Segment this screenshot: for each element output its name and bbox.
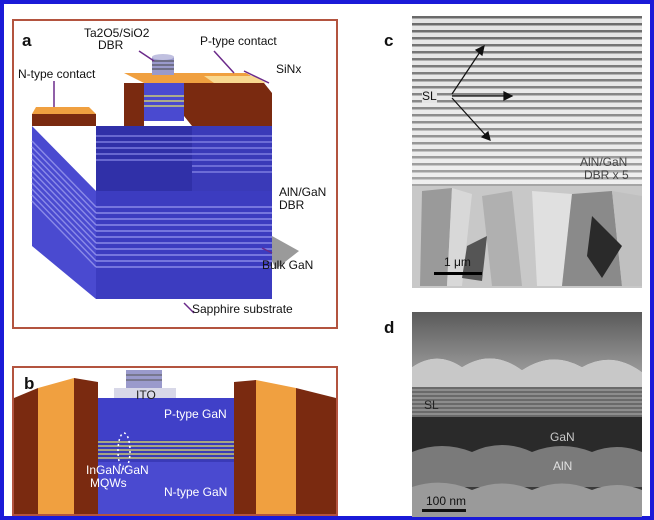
sinx-top	[204, 76, 266, 83]
label-dbr: DBR	[98, 38, 124, 52]
panel-d-letter: d	[384, 318, 395, 337]
label-p-gan: P-type GaN	[164, 407, 227, 421]
label-d-scale: 100 nm	[426, 494, 467, 508]
inner-layers	[96, 135, 192, 161]
label-c-sl: SL	[422, 89, 437, 103]
label-substrate: Sapphire substrate	[192, 302, 293, 316]
gan-region	[412, 417, 642, 452]
label-sinx: SiNx	[276, 62, 302, 76]
left-face	[32, 126, 96, 299]
panel-c: SL AlN/GaN DBR x 5 1 μm	[412, 16, 642, 288]
mqw-region	[98, 440, 234, 462]
right-sidewall	[296, 388, 336, 514]
mesa-side	[124, 83, 144, 126]
label-c-aln-gan: AlN/GaN	[580, 155, 628, 169]
right-step	[234, 380, 256, 514]
label-d-sl: SL	[424, 398, 439, 412]
upper-layer	[412, 312, 642, 372]
device-cross-section	[14, 370, 336, 514]
label-d-gan: GaN	[550, 430, 575, 444]
ito-layer	[114, 388, 176, 398]
panel-b-letter: b	[24, 374, 35, 393]
label-aln-gan: AlN/GaN	[279, 185, 327, 199]
top-dbr	[126, 370, 162, 388]
mqw-highlight	[117, 432, 131, 470]
panel-a: a Ta2O5/SiO2 DBR P-type contact N-type c…	[12, 19, 338, 329]
right-orange	[256, 380, 296, 514]
tem-image-d	[412, 312, 642, 517]
mesa-layers	[144, 83, 184, 121]
scale-bar-c	[434, 272, 482, 275]
p-gan-region	[98, 398, 234, 440]
label-n-gan: N-type GaN	[164, 485, 228, 499]
mqw-lines	[98, 441, 234, 459]
sl-arrows	[451, 44, 514, 141]
n-gan-region	[98, 462, 234, 514]
label-c-scale: 1 μm	[444, 255, 471, 269]
left-face-layers	[31, 140, 97, 268]
left-sidewall	[14, 388, 38, 514]
device-3d-schematic	[31, 50, 299, 314]
label-n-contact: N-type contact	[18, 67, 96, 81]
scale-bar-d	[422, 509, 466, 512]
aln-region	[412, 445, 642, 487]
label-aln-dbr: DBR	[279, 198, 305, 212]
label-d-aln: AlN	[553, 459, 573, 473]
label-mqws: MQWs	[90, 476, 127, 490]
label-dbr-material: Ta2O5/SiO2	[84, 26, 150, 40]
label-ingan: InGaN/GaN	[86, 463, 149, 477]
label-p-contact: P-type contact	[200, 34, 277, 48]
panel-c-letter: c	[384, 31, 394, 50]
left-step	[74, 378, 98, 514]
left-orange	[38, 378, 74, 514]
panel-d: SL GaN AlN 100 nm	[412, 312, 642, 517]
panel-a-letter: a	[22, 31, 32, 50]
label-ito: ITO	[136, 388, 156, 402]
sinx-layer	[184, 83, 272, 126]
tem-image-c	[412, 16, 642, 288]
panel-b: b ITO P-type GaN N-type GaN InGaN/GaN MQ…	[12, 366, 338, 516]
top-left-slab	[32, 114, 96, 126]
n-contact-pad	[32, 107, 96, 114]
front-face-layers	[96, 206, 272, 268]
label-bulk-gan: Bulk GaN	[262, 258, 314, 272]
front-face	[96, 191, 272, 299]
back-wall-layers	[192, 135, 272, 173]
label-c-dbr-x: DBR x 5	[584, 168, 629, 182]
dbr-top	[152, 54, 174, 60]
